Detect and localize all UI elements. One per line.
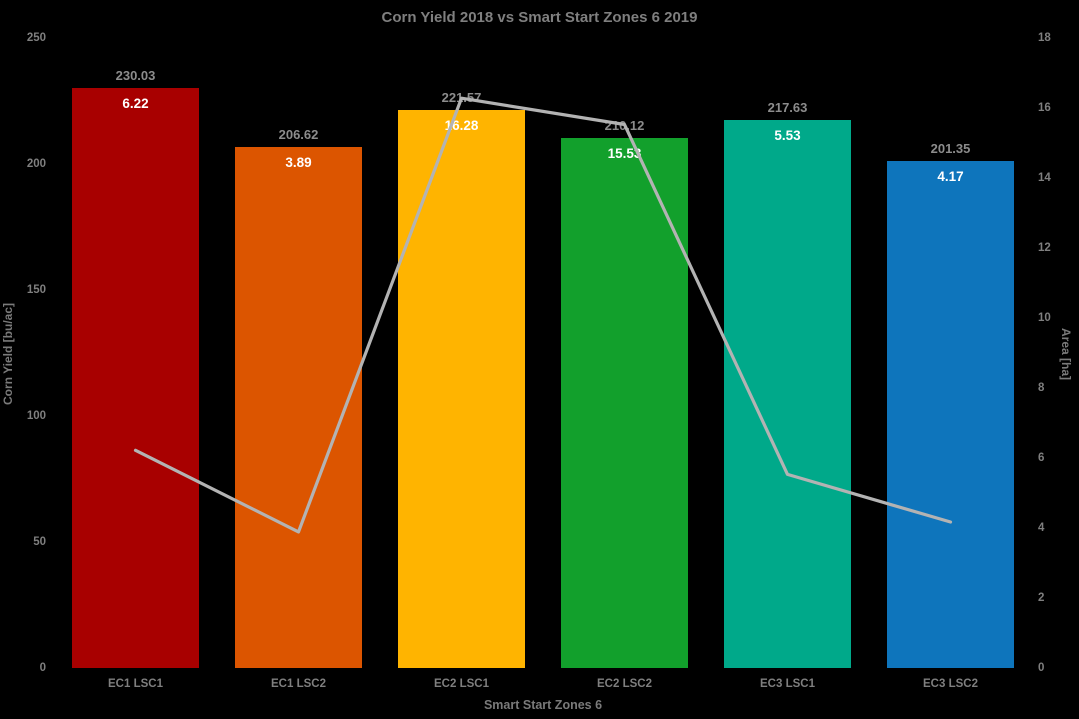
left-y-tick-label: 250 (26, 32, 46, 44)
area-value-label: 5.53 (774, 127, 801, 143)
bar-value-label: 201.35 (930, 140, 971, 156)
left-y-tick-label: 150 (26, 284, 46, 296)
right-y-tick-label: 10 (1038, 312, 1051, 324)
x-tick-label: EC1 LSC2 (271, 678, 326, 690)
bar-value-label: 206.62 (278, 127, 319, 143)
left-y-tick-label: 100 (26, 410, 46, 422)
right-y-axis-title: Area [ha] (1059, 327, 1073, 380)
left-y-axis-title: Corn Yield [bu/ac] (1, 303, 15, 406)
bar (398, 109, 525, 668)
bar (235, 147, 362, 668)
x-tick-label: EC2 LSC1 (434, 678, 489, 690)
right-y-tick-label: 6 (1038, 452, 1045, 464)
left-y-tick-label: 200 (26, 158, 46, 170)
area-value-label: 3.89 (285, 155, 312, 171)
bar-value-label: 217.63 (767, 99, 808, 115)
right-y-tick-label: 2 (1038, 592, 1045, 604)
area-value-label: 4.17 (937, 168, 964, 184)
bar (72, 88, 199, 668)
bar (561, 138, 688, 668)
left-y-tick-label: 0 (39, 662, 46, 674)
x-tick-label: EC3 LSC1 (760, 678, 815, 690)
right-y-tick-label: 12 (1038, 242, 1051, 254)
bar (724, 119, 851, 668)
bar-value-label: 221.57 (441, 89, 482, 105)
right-y-tick-label: 8 (1038, 382, 1045, 394)
area-value-label: 6.22 (122, 96, 149, 112)
area-value-label: 15.53 (607, 146, 642, 162)
bar (887, 160, 1014, 668)
area-value-label: 16.28 (444, 117, 479, 133)
left-y-tick-label: 50 (33, 536, 46, 548)
x-tick-label: EC3 LSC2 (923, 678, 978, 690)
right-y-tick-label: 0 (1038, 662, 1045, 674)
x-tick-label: EC2 LSC2 (597, 678, 652, 690)
chart-title: Corn Yield 2018 vs Smart Start Zones 6 2… (381, 9, 698, 26)
right-y-tick-label: 14 (1038, 172, 1051, 184)
bar-value-label: 230.03 (115, 68, 156, 84)
right-y-tick-label: 16 (1038, 102, 1051, 114)
right-y-tick-label: 18 (1038, 32, 1051, 44)
bar-value-label: 210.12 (604, 118, 645, 134)
right-y-tick-label: 4 (1038, 522, 1045, 534)
x-axis-title: Smart Start Zones 6 (483, 698, 603, 712)
x-tick-label: EC1 LSC1 (108, 678, 163, 690)
